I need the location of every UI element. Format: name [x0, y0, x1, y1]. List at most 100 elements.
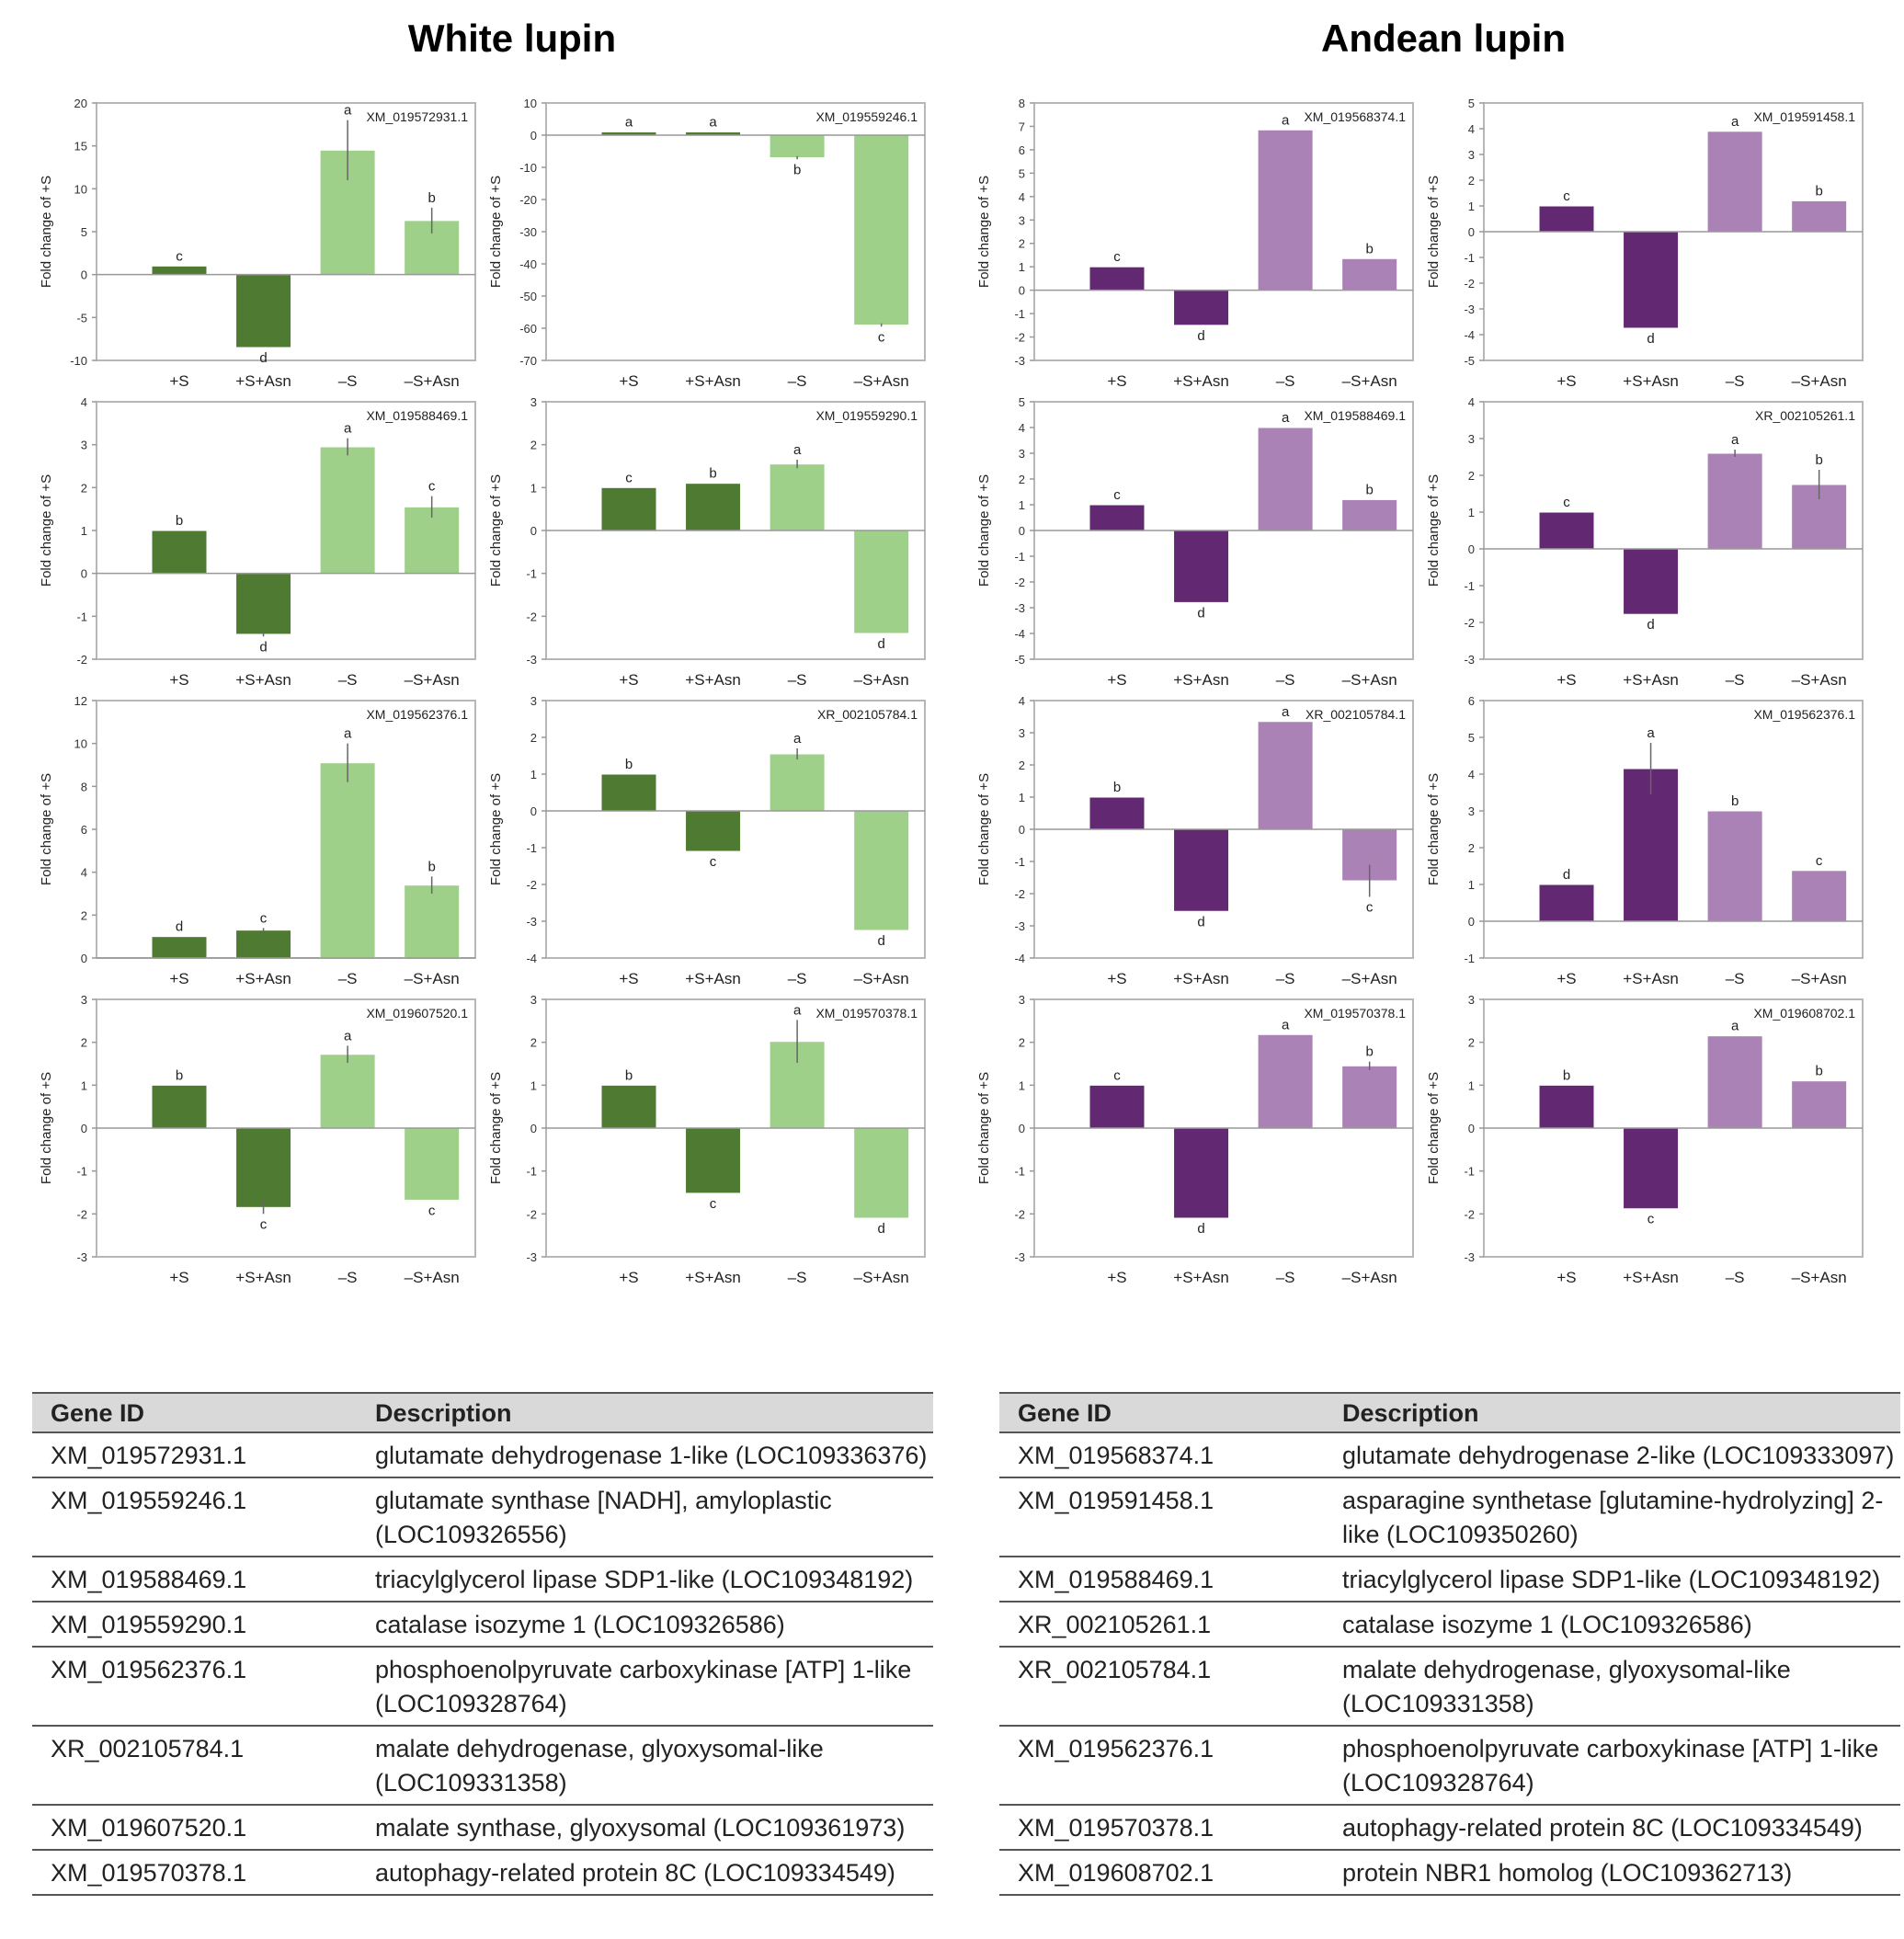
y-tick-label: -1: [526, 567, 537, 581]
y-tick-label: 4: [1468, 768, 1475, 781]
y-tick-label: 2: [530, 1036, 537, 1050]
y-tick-label: -1: [1014, 1165, 1025, 1179]
description-cell: phosphoenolpyruvate carboxykinase [ATP] …: [357, 1647, 933, 1727]
gene-id-cell: XM_019591458.1: [999, 1477, 1324, 1557]
y-tick-label: 6: [1468, 694, 1475, 708]
y-tick-label: 2: [81, 908, 87, 922]
chart-xm-019588469-1: -2 -1 0 1 2 3 4 b +S d +S+Asn a –S c –S+Asn XM_01958846…: [39, 395, 476, 689]
gene-id-cell: XM_019588469.1: [32, 1557, 357, 1603]
significance-letter: c: [1563, 188, 1570, 204]
gene-id-cell: XR_002105784.1: [32, 1726, 357, 1806]
y-tick-label: -3: [76, 1250, 87, 1264]
y-tick-label: 5: [1468, 97, 1475, 110]
x-tick-label: +S: [619, 970, 638, 987]
significance-letter: b: [709, 466, 716, 482]
bar: [1089, 504, 1146, 531]
x-tick-label: +S: [1556, 970, 1576, 987]
chart-xm-019568374-1: -3 -2 -1 0 1 2 3 4 5 6 7 8 c +S d +S+Asn a –S b –S+Asn XM_01…: [976, 97, 1414, 390]
bar: [1623, 1127, 1680, 1210]
significance-letter: b: [1365, 1044, 1373, 1060]
y-tick-label: 3: [1019, 213, 1025, 227]
y-tick-label: 2: [1468, 1036, 1475, 1050]
x-tick-label: +S: [1107, 372, 1126, 390]
gene-id-label: XM_019562376.1: [1753, 707, 1855, 722]
y-tick-label: 0: [1468, 915, 1475, 929]
gene-id-cell: XR_002105784.1: [999, 1647, 1324, 1727]
table-header-row: Gene ID Description: [999, 1392, 1900, 1433]
chart-xr-002105784-1: -4 -3 -2 -1 0 1 2 3 4 b +S d +S+Asn a –S c –S+Asn XR_0021…: [976, 694, 1414, 987]
bar: [404, 506, 461, 575]
bar: [319, 1054, 376, 1129]
gene-id-label: XM_019588469.1: [366, 408, 468, 423]
x-tick-label: –S: [788, 970, 807, 987]
x-tick-label: –S+Asn: [854, 1269, 909, 1286]
significance-letter: a: [344, 421, 352, 437]
bar: [853, 810, 910, 931]
y-tick-label: 0: [530, 804, 537, 818]
x-tick-label: –S: [1276, 671, 1295, 689]
y-tick-label: 2: [1019, 758, 1025, 772]
x-tick-label: –S+Asn: [405, 671, 460, 689]
x-tick-label: +S: [169, 671, 188, 689]
y-tick-label: -1: [76, 1165, 87, 1179]
bar: [1341, 1065, 1398, 1129]
x-tick-label: –S: [1726, 970, 1745, 987]
y-tick-label: 2: [81, 481, 87, 495]
gene-id-label: XM_019591458.1: [1753, 109, 1855, 124]
gene-id-cell: XM_019562376.1: [32, 1647, 357, 1727]
y-axis-label: Fold change of +S: [1426, 474, 1442, 587]
significance-letter: b: [625, 757, 633, 772]
significance-letter: a: [344, 726, 352, 742]
chart-xm-019591458-1: -5 -4 -3 -2 -1 0 1 2 3 4 5 c +S d +S+Asn a –S b –S+Asn XM_0…: [1426, 97, 1864, 390]
significance-letter: d: [877, 636, 884, 652]
y-tick-label: 1: [1468, 1078, 1475, 1092]
y-tick-label: -2: [76, 1207, 87, 1221]
y-tick-label: -20: [519, 193, 537, 207]
significance-letter: a: [625, 115, 633, 131]
gene-id-cell: XM_019559246.1: [32, 1477, 357, 1557]
y-axis-label: Fold change of +S: [488, 474, 504, 587]
description-cell: malate dehydrogenase, glyoxysomal-like (…: [357, 1726, 933, 1806]
y-tick-label: -3: [1014, 601, 1025, 615]
y-tick-label: -2: [1464, 1207, 1475, 1221]
y-tick-label: -2: [1014, 1207, 1025, 1221]
significance-letter: b: [1731, 793, 1739, 809]
significance-letter: a: [1282, 112, 1290, 128]
gene-id-header: Gene ID: [32, 1392, 357, 1433]
y-tick-label: -10: [519, 161, 537, 175]
y-tick-label: 0: [81, 1122, 87, 1135]
y-tick-label: 0: [530, 1122, 537, 1135]
bar: [404, 884, 461, 959]
bar: [1791, 1080, 1848, 1129]
bar: [319, 762, 376, 959]
y-tick-label: 3: [1468, 148, 1475, 162]
y-tick-label: -1: [76, 610, 87, 623]
y-tick-label: 1: [81, 524, 87, 538]
gene-id-cell: XR_002105261.1: [999, 1602, 1324, 1648]
x-tick-label: –S: [338, 1269, 358, 1286]
y-tick-label: -1: [1464, 251, 1475, 265]
significance-letter: b: [1365, 482, 1373, 497]
bar: [1089, 1084, 1146, 1129]
significance-letter: a: [344, 103, 352, 119]
bar: [1257, 427, 1314, 531]
x-tick-label: +S: [619, 1269, 638, 1286]
bar: [1538, 511, 1595, 550]
y-tick-label: 10: [74, 182, 87, 196]
y-axis-label: Fold change of +S: [1426, 1072, 1442, 1184]
y-tick-label: -5: [1014, 653, 1025, 667]
y-tick-label: 0: [1468, 225, 1475, 239]
y-tick-label: 3: [81, 439, 87, 452]
table-row: XM_019591458.1 asparagine synthetase [glu…: [999, 1477, 1900, 1557]
x-tick-label: +S+Asn: [1623, 372, 1679, 390]
chart-xm-019559246-1: -70 -60 -50 -40 -30 -20 -10 0 10 a +S a +S+Asn b –S c –S…: [488, 97, 926, 390]
x-tick-label: –S+Asn: [405, 1269, 460, 1286]
bar: [235, 930, 292, 959]
x-tick-label: +S+Asn: [1173, 671, 1229, 689]
bar: [1257, 1033, 1314, 1129]
bar: [853, 530, 910, 634]
gene-id-header: Gene ID: [999, 1392, 1324, 1433]
y-tick-label: -2: [1464, 616, 1475, 630]
bar: [1791, 484, 1848, 550]
y-axis-label: Fold change of +S: [39, 1072, 54, 1184]
